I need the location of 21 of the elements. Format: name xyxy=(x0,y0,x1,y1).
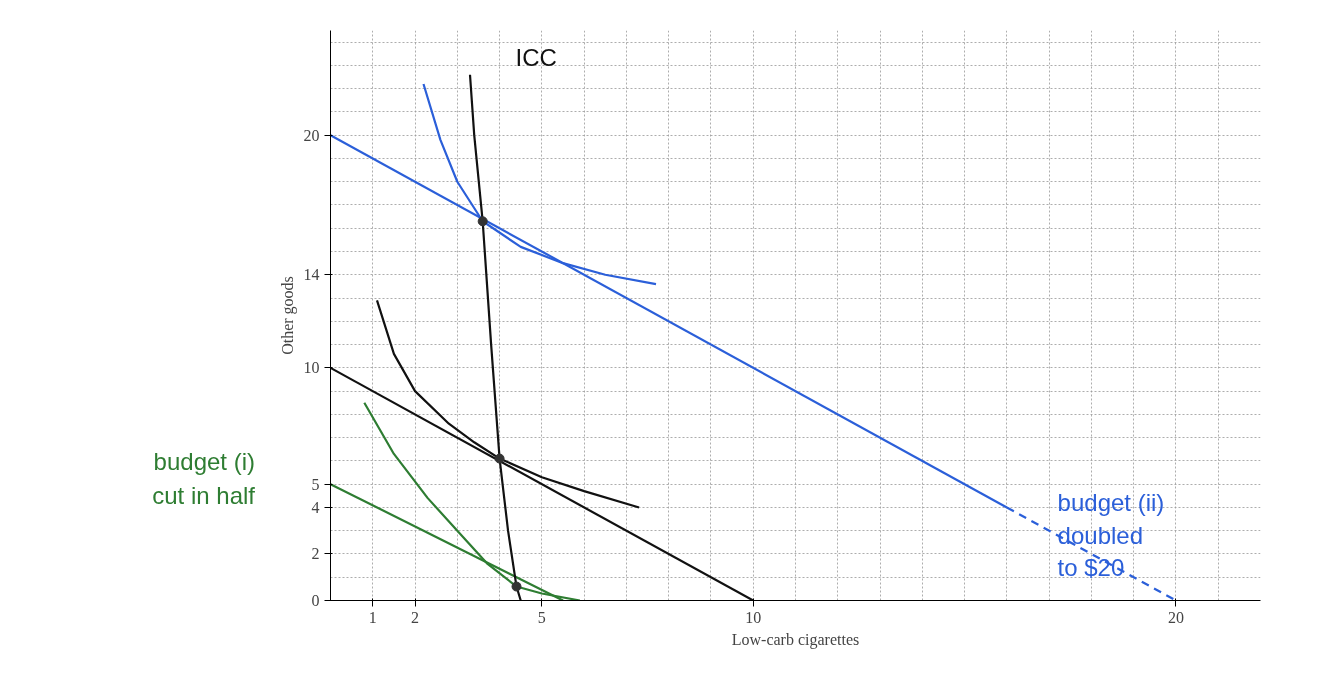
y-tick-label: 10 xyxy=(303,359,320,377)
annotation: ICC xyxy=(515,43,557,71)
y-tick-label: 14 xyxy=(303,266,320,284)
point xyxy=(477,216,488,227)
x-tick-label: 2 xyxy=(411,608,420,626)
point xyxy=(494,453,505,464)
x-axis-title: Low-carb cigarettes xyxy=(731,630,860,649)
point xyxy=(511,581,522,592)
text: budget (i) cut in half xyxy=(152,447,255,512)
x-tick-label: 10 xyxy=(745,608,762,626)
line-series xyxy=(468,73,522,601)
y-axis-title: Other goods xyxy=(278,276,297,355)
y-tick-label: 5 xyxy=(311,475,320,493)
y-tick-label: 2 xyxy=(311,545,320,563)
annotation: budget (ii) doubled to $20 xyxy=(1057,489,1165,582)
y-tick-label: 20 xyxy=(303,126,320,144)
y-tick-label: 4 xyxy=(311,498,320,516)
x-tick-label: 5 xyxy=(537,608,546,626)
x-tick-label: 1 xyxy=(368,608,377,626)
x-tick-label: 20 xyxy=(1167,608,1184,626)
y-tick-label: 0 xyxy=(311,592,320,609)
